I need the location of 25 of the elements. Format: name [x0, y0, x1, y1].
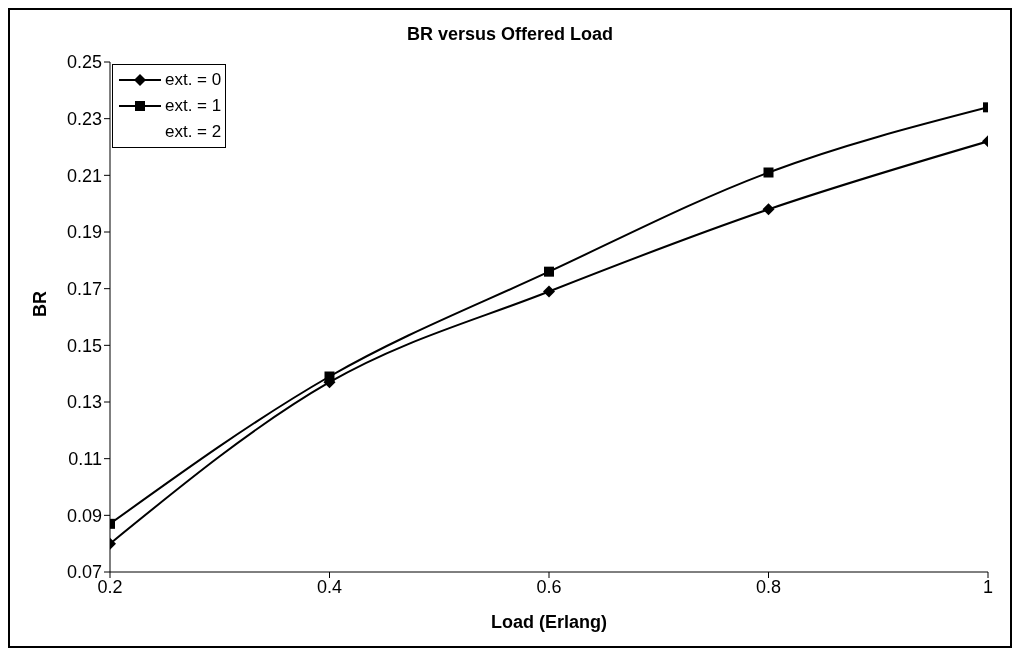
x-tick-label: 0.6	[536, 576, 562, 597]
point	[544, 266, 554, 277]
x-tick-label: 0.4	[316, 576, 343, 597]
y-tick-label: 0.09	[66, 505, 102, 526]
point	[543, 285, 555, 298]
y-tick-label: 0.23	[66, 109, 102, 130]
point	[324, 371, 335, 382]
x-tick-label: 1	[982, 576, 994, 597]
text: ext. = 2	[165, 122, 222, 142]
x-tick-label: 0.8	[755, 576, 782, 597]
y-tick-label: 0.21	[66, 165, 102, 186]
chart-title: BR versus Offered Load	[405, 24, 615, 45]
y-tick-label: 0.13	[66, 392, 102, 413]
point	[762, 203, 775, 216]
y-tick-label: 0.15	[66, 335, 102, 356]
y-tick-label: 0.19	[66, 222, 102, 243]
legend-label: ext. = 1	[165, 96, 222, 116]
legend-label: ext. = 0	[165, 70, 222, 90]
y-axis-title: BR	[30, 291, 51, 317]
point	[763, 167, 774, 178]
y-tick-label: 0.11	[68, 449, 102, 470]
y-tick-label: 0.17	[66, 279, 102, 300]
x-tick-label: 0.2	[97, 576, 123, 597]
y-tick-label: 0.25	[66, 52, 102, 73]
x-axis-title: Load (Erlang)	[491, 612, 607, 632]
